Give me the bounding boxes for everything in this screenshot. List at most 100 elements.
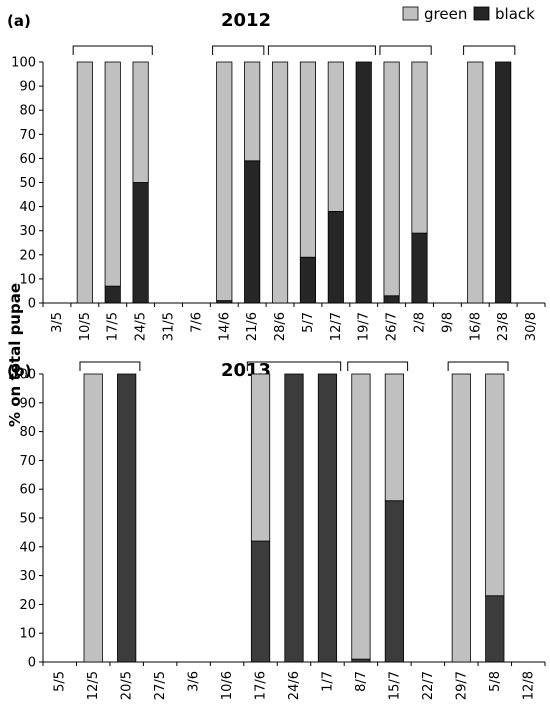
bracket-28/6-19/7	[267, 45, 376, 55]
bar-black-17/5	[104, 285, 121, 304]
y-tick-label: 40	[19, 200, 36, 215]
x-tick-label: 9/8	[440, 312, 455, 333]
bar-green-12/7	[327, 61, 344, 212]
x-tick-label: 10/6	[220, 671, 235, 700]
bar-black-23/8	[495, 61, 512, 304]
bar-black-8/7	[351, 658, 371, 663]
bar-black-5/7	[299, 256, 317, 304]
bar-green-5/7	[299, 61, 317, 258]
bar-black-2/8	[411, 232, 428, 304]
panel-b-plot: 0 10 20 30 40 50 60 70 80 90 100 5/5 12/5 20/5 27/5 3/6…	[11, 361, 546, 700]
legend: green black	[402, 5, 535, 23]
x-tick-label: 16/8	[468, 312, 483, 341]
bracket-16/8-23/8	[463, 45, 516, 55]
bar-green-14/6	[216, 61, 233, 301]
x-tick-label: 5/7	[301, 312, 316, 333]
y-axis-label: % on total pupae	[6, 283, 24, 427]
x-tick-label: 5/5	[53, 671, 68, 692]
bar-green-12/5	[83, 373, 103, 663]
x-tick-label: 1/7	[320, 671, 335, 692]
bar-green-17/5	[104, 61, 121, 287]
bracket-10/5-24/5	[72, 45, 153, 55]
y-tick-label: 10	[19, 627, 36, 642]
bar-green-26/7	[383, 61, 400, 297]
y-tick-label: 90	[19, 80, 36, 95]
legend-label-black: black	[495, 5, 535, 23]
y-tick-label: 60	[19, 483, 36, 498]
x-tick-label: 17/5	[106, 312, 121, 341]
y-tick-label: 20	[19, 598, 36, 613]
bar-green-29/7	[451, 373, 471, 663]
y-tick-label: 60	[19, 152, 36, 167]
y-tick-label: 50	[19, 512, 36, 527]
bracket-17/6-1/7	[246, 361, 342, 371]
x-tick-label: 2/8	[413, 312, 428, 333]
x-tick-label: 3/6	[187, 671, 202, 692]
bar-black-24/6	[284, 373, 304, 663]
bar-black-1/7	[317, 373, 338, 663]
bar-green-8/7	[351, 373, 371, 660]
bar-black-15/7	[384, 500, 405, 663]
bar-green-2/8	[411, 61, 428, 234]
panel-b-label: (b)	[7, 362, 31, 380]
y-tick-label: 0	[28, 656, 36, 671]
panel-a: (a) 2012 0 10 20 30 40 50 60 70 80 90 100 3/5 10/5 17…	[7, 10, 546, 341]
y-tick-label: 30	[19, 569, 36, 584]
bar-green-17/6	[250, 373, 271, 542]
x-tick-label: 15/7	[387, 671, 402, 700]
x-tick-label: 20/5	[120, 671, 135, 700]
x-tick-label: 17/6	[254, 671, 269, 700]
y-tick-label: 50	[19, 176, 36, 191]
x-tick-label: 12/7	[329, 312, 344, 341]
bracket-14/6-21/6	[212, 45, 265, 55]
bar-black-17/6	[250, 540, 271, 663]
x-tick-label: 8/7	[354, 671, 369, 692]
x-tick-label: 29/7	[454, 671, 469, 700]
y-tick-label: 70	[19, 128, 36, 143]
y-tick-label: 100	[11, 56, 36, 71]
x-tick-label: 14/6	[217, 312, 232, 341]
x-tick-label: 28/6	[273, 312, 288, 341]
y-tick-label: 90	[19, 396, 36, 411]
y-tick-label: 20	[19, 248, 36, 263]
y-tick-label: 0	[28, 297, 36, 312]
legend-swatch-green	[402, 6, 419, 21]
bar-black-12/7	[327, 211, 344, 304]
y-tick-label: 70	[19, 454, 36, 469]
bar-green-21/6	[244, 61, 261, 162]
bar-green-16/8	[467, 61, 484, 304]
bar-black-24/5	[132, 182, 149, 304]
x-tick-label: 27/5	[153, 671, 168, 700]
bracket-12/5-20/5	[79, 361, 141, 371]
bar-black-5/8	[485, 595, 505, 663]
bracket-29/7-5/8	[447, 361, 509, 371]
x-tick-label: 24/6	[287, 671, 302, 700]
x-tick-label: 23/8	[496, 312, 511, 341]
x-tick-label: 31/5	[162, 312, 177, 341]
y-tick-label: 80	[19, 104, 36, 119]
panel-a-title: 2012	[221, 10, 271, 31]
bar-green-10/5	[76, 61, 93, 304]
y-tick-label: 40	[19, 540, 36, 555]
bar-black-20/5	[117, 373, 137, 663]
bar-black-21/6	[244, 160, 261, 304]
legend-label-green: green	[424, 5, 467, 23]
panel-a-label: (a)	[7, 12, 31, 30]
x-tick-label: 26/7	[385, 312, 400, 341]
bar-black-19/7	[355, 61, 372, 304]
x-tick-label: 22/7	[421, 671, 436, 700]
x-tick-label: 24/5	[134, 312, 149, 341]
bracket-8/7-15/7	[347, 361, 409, 371]
y-tick-label: 80	[19, 425, 36, 440]
bar-green-24/5	[132, 61, 149, 183]
bar-green-15/7	[384, 373, 405, 502]
x-tick-label: 5/8	[488, 671, 503, 692]
panel-a-plot: 0 10 20 30 40 50 60 70 80 90 100 3/5 10/5 17/5 24/5 31/…	[11, 45, 546, 341]
bar-green-28/6	[271, 61, 289, 304]
bar-green-5/8	[485, 373, 505, 597]
bracket-26/7-2/8	[379, 45, 432, 55]
y-tick-label: 100	[11, 368, 36, 383]
bar-black-26/7	[383, 295, 400, 304]
